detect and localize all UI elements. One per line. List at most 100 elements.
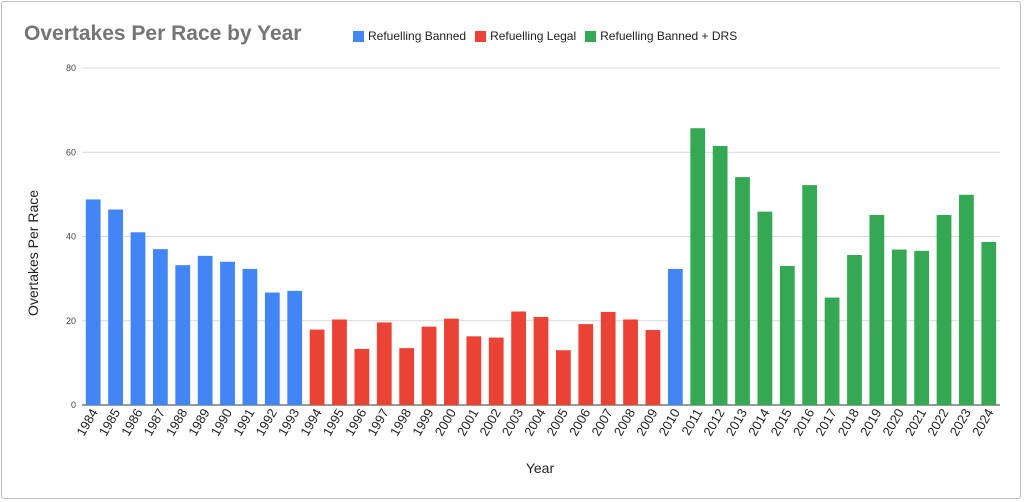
bar-2011	[690, 128, 706, 405]
bar-2014	[757, 211, 773, 405]
x-tick-label: 2022	[924, 406, 951, 439]
bar-2022	[936, 215, 952, 405]
x-tick-label: 2021	[902, 406, 929, 439]
x-tick-label: 2016	[790, 406, 817, 439]
bar-2000	[444, 318, 459, 405]
bar-1998	[399, 348, 415, 405]
x-tick-label: 1997	[364, 406, 391, 439]
bar-1985	[108, 209, 123, 405]
x-tick-label: 1995	[320, 406, 347, 439]
x-tick-label: 1985	[96, 406, 123, 439]
bar-1990	[220, 261, 235, 405]
x-tick-label: 2001	[454, 406, 481, 439]
x-tick-label: 1996	[342, 406, 369, 439]
bar-1993	[287, 290, 303, 405]
x-tick-label: 1988	[163, 406, 190, 439]
bar-2024	[981, 241, 997, 405]
bar-2009	[645, 330, 661, 405]
x-tick-label: 1990	[208, 406, 235, 439]
bar-1996	[354, 348, 370, 405]
bar-1986	[130, 232, 146, 405]
x-tick-label: 1999	[409, 406, 436, 439]
legend-item-refuelling-banned-drs: Refuelling Banned + DRS	[585, 29, 737, 43]
x-tick-label: 2013	[723, 406, 750, 439]
bar-2006	[578, 324, 594, 405]
bar-series	[85, 128, 997, 405]
y-axis-label: Overtakes Per Race	[25, 190, 41, 316]
bar-2021	[914, 250, 930, 405]
x-tick-label: 1993	[275, 406, 302, 439]
bar-1997	[376, 322, 392, 405]
bar-2023	[959, 194, 974, 405]
legend-label: Refuelling Banned + DRS	[600, 29, 738, 43]
bar-2012	[712, 145, 728, 405]
x-tick-label: 2014	[745, 406, 772, 439]
x-tick-label: 2018	[835, 406, 862, 439]
x-tick-label: 2011	[678, 406, 705, 438]
bar-1988	[175, 265, 191, 405]
x-tick-label: 2007	[588, 406, 615, 439]
x-tick-label: 1994	[297, 406, 324, 439]
x-tick-label: 1992	[252, 406, 279, 439]
bar-2020	[891, 249, 907, 405]
bar-2010	[667, 268, 683, 405]
bar-2007	[600, 311, 616, 405]
x-tick-label: 2017	[812, 406, 839, 439]
bar-1984	[85, 199, 101, 405]
x-tick-label: 2004	[521, 406, 548, 439]
bar-2002	[488, 337, 504, 405]
legend-item-refuelling-banned: Refuelling Banned	[353, 29, 466, 43]
chart-legend: Refuelling Banned Refuelling Legal Refue…	[353, 29, 746, 43]
legend-item-refuelling-legal: Refuelling Legal	[475, 29, 576, 43]
bar-1994	[309, 329, 325, 405]
bar-1987	[152, 249, 168, 405]
x-tick-label: 2002	[476, 406, 503, 439]
x-tick-label: 2023	[947, 406, 974, 439]
bar-2003	[511, 311, 526, 405]
x-tick-label: 2006	[566, 406, 593, 439]
y-tick-label: 80	[66, 63, 76, 73]
x-tick-label: 2020	[879, 406, 906, 439]
x-tick-label: 2012	[700, 406, 727, 439]
bar-2019	[869, 215, 885, 405]
x-tick-label: 1989	[185, 406, 212, 439]
x-tick-label: 2005	[544, 406, 571, 439]
x-tick-label: 1986	[118, 406, 145, 439]
x-axis-label: Year	[526, 460, 555, 476]
bar-2016	[802, 185, 818, 405]
bar-2017	[824, 297, 840, 405]
y-tick-label: 40	[66, 232, 76, 242]
y-tick-label: 0	[71, 400, 76, 410]
bar-2004	[533, 316, 549, 405]
bar-2008	[623, 319, 638, 405]
chart-title: Overtakes Per Race by Year	[24, 22, 302, 45]
bar-2005	[556, 350, 571, 405]
bar-1999	[421, 326, 437, 405]
legend-swatch	[475, 30, 487, 42]
x-tick-label: 2015	[767, 406, 794, 439]
bar-2001	[466, 336, 482, 405]
bar-2015	[779, 265, 795, 405]
x-tick-label: 2008	[611, 406, 638, 439]
x-tick-label: 1991	[230, 406, 257, 439]
legend-swatch	[585, 30, 597, 42]
x-tick-label: 2024	[969, 406, 996, 439]
bar-1992	[264, 292, 280, 405]
y-tick-labels: 0 20 40 60 80	[66, 63, 76, 410]
bar-2018	[847, 255, 862, 405]
x-tick-label: 1987	[141, 406, 168, 439]
x-tick-label: 2009	[633, 406, 660, 439]
bar-1995	[332, 319, 347, 405]
legend-label: Refuelling Banned	[368, 29, 467, 43]
x-tick-label: 1998	[387, 406, 414, 439]
legend-label: Refuelling Legal	[490, 29, 577, 43]
bar-2013	[735, 177, 750, 405]
x-tick-labels: 1984198519861987198819891990199119921993…	[73, 406, 996, 439]
legend-swatch	[353, 30, 364, 42]
x-tick-label: 2019	[857, 406, 884, 439]
y-tick-label: 20	[66, 316, 76, 326]
x-tick-label: 2000	[432, 406, 459, 439]
y-tick-label: 60	[66, 147, 76, 157]
